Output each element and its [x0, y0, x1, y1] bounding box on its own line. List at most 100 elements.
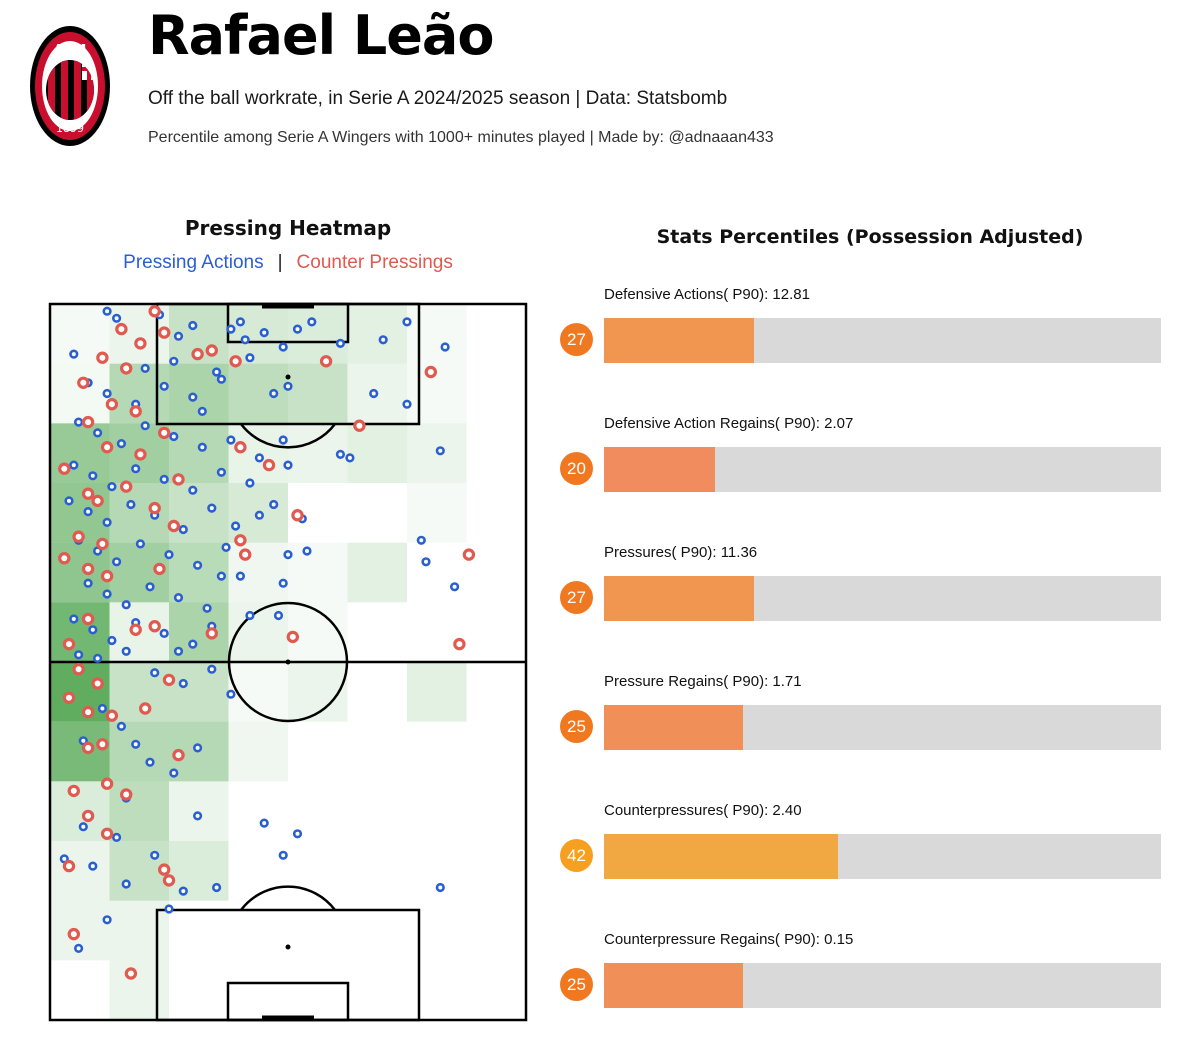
pressing-action-point — [102, 517, 112, 527]
counter-pressing-point — [291, 508, 304, 522]
pressing-action-point — [402, 317, 412, 327]
pressing-action-point — [302, 546, 312, 556]
counter-pressing-point — [119, 362, 133, 375]
counter-pressing-point — [115, 322, 128, 336]
counter-pressing-point — [262, 458, 276, 472]
centre-circle — [227, 601, 349, 723]
top-penalty-arc — [240, 423, 336, 449]
pressing-action-point — [278, 435, 288, 445]
stat-bar-fill — [604, 705, 744, 750]
counter-pressing-point — [129, 405, 142, 418]
pressing-action-point — [292, 829, 303, 839]
pressing-action-point — [369, 388, 379, 399]
counter-pressing-point — [229, 355, 242, 368]
pressing-action-point — [169, 356, 179, 366]
pressing-action-point — [159, 381, 169, 391]
counter-pressing-point — [91, 677, 104, 690]
counter-pressing-point — [148, 620, 161, 633]
stat-bar-track — [604, 576, 1161, 621]
pressing-action-point — [231, 521, 241, 531]
counter-pressing-point — [134, 448, 147, 461]
stat-bar-fill — [604, 576, 755, 621]
bottom-six-yard-box — [226, 981, 350, 1022]
pressing-action-point — [212, 367, 222, 377]
pressing-action-point — [216, 571, 226, 581]
pressing-action-point — [169, 768, 179, 778]
percentile-badge: 20 — [560, 452, 593, 485]
pressing-action-point — [102, 388, 112, 399]
pressing-action-point — [440, 342, 450, 352]
pressing-action-point — [202, 603, 212, 613]
pressing-action-point — [245, 353, 255, 363]
pressing-action-point — [164, 904, 174, 914]
pitch-lines — [48, 302, 528, 1022]
pressing-action-point — [193, 743, 203, 753]
pressing-action-point — [283, 381, 293, 391]
heat-cell — [109, 483, 169, 543]
counter-pressing-point — [58, 462, 71, 475]
heat-cell — [407, 304, 467, 364]
stat-label: Defensive Actions( P90): 12.81 — [604, 286, 810, 303]
pressing-action-point — [335, 449, 346, 459]
heat-cell — [109, 662, 169, 722]
logo-top-text: ACM — [54, 43, 87, 58]
heat-cell — [169, 841, 229, 901]
percentile-badge: 25 — [560, 968, 593, 1001]
stat-row: Defensive Action Regains( P90): 2.07 20 — [560, 415, 1170, 515]
counter-pressing-point — [172, 473, 185, 486]
bottom-penalty-arc — [240, 885, 336, 911]
pitch-heatmap — [48, 302, 528, 1022]
counter-pressing-point — [157, 426, 171, 440]
heat-cell — [169, 781, 229, 841]
pressing-action-point — [178, 524, 188, 535]
pressing-action-point — [278, 850, 288, 860]
counter-pressing-point — [153, 562, 166, 576]
pressing-action-point — [107, 482, 117, 492]
pressing-action-point — [145, 757, 155, 767]
pressing-action-point — [193, 811, 203, 821]
heat-cell — [169, 662, 229, 722]
pressing-action-point — [126, 499, 136, 510]
legend-pressing-actions: Pressing Actions — [123, 252, 264, 273]
ac-milan-crest-icon: ACM 1899 — [30, 26, 110, 146]
pressing-action-point — [188, 320, 198, 331]
pressing-action-point — [188, 392, 198, 402]
counter-pressing-point — [67, 784, 80, 798]
pressing-action-point — [193, 560, 203, 570]
stat-row: Defensive Actions( P90): 12.81 27 — [560, 286, 1170, 386]
pressing-action-point — [173, 593, 184, 603]
counter-pressing-point — [67, 927, 80, 941]
counter-pressing-point — [191, 347, 204, 361]
heat-cell — [228, 304, 288, 364]
logo-bottom-text: 1899 — [56, 122, 84, 135]
counter-pressing-point — [453, 637, 466, 651]
bottom-penalty-spot — [285, 944, 291, 950]
pressing-action-point — [283, 550, 293, 560]
counter-pressing-point — [129, 623, 142, 636]
counter-pressing-point — [81, 612, 95, 626]
heatmap-title: Pressing Heatmap — [184, 216, 392, 240]
pressing-action-point — [197, 442, 207, 452]
pressing-action-point — [140, 363, 150, 373]
stat-bar-track — [604, 705, 1161, 750]
pressing-action-point — [178, 886, 188, 896]
counter-pressing-point — [105, 709, 119, 722]
stat-row: Pressure Regains( P90): 1.71 25 — [560, 673, 1170, 773]
counter-pressing-point — [238, 548, 252, 561]
stat-bar-fill — [604, 318, 755, 363]
counter-pressing-point — [72, 530, 85, 543]
heat-cell — [50, 841, 110, 901]
heat-cell — [228, 423, 288, 483]
counter-pressing-points — [58, 304, 476, 980]
counter-pressing-point — [100, 777, 114, 790]
pressing-action-point — [92, 653, 103, 664]
pressing-action-point — [88, 625, 98, 635]
counter-pressing-point — [100, 440, 114, 454]
pressing-action-point — [226, 435, 236, 445]
counter-pressing-point — [96, 738, 109, 751]
heat-cell — [407, 483, 467, 543]
pressing-action-point — [259, 327, 269, 338]
percentile-badge: 27 — [560, 323, 593, 356]
pressing-action-point — [140, 421, 150, 431]
pressing-action-point — [150, 668, 160, 678]
